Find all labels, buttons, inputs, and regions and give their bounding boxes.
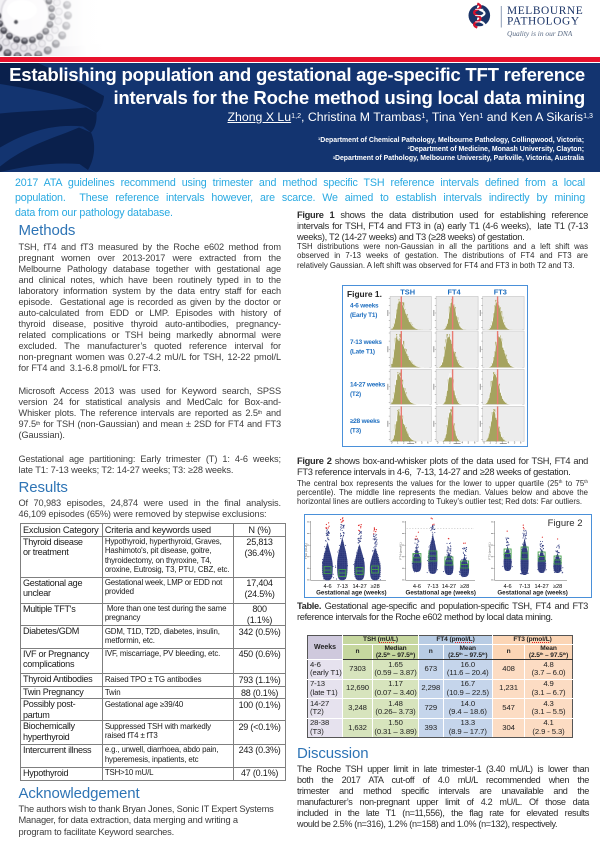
svg-text:5: 5 <box>513 441 515 444</box>
svg-text:PATHOLOGY: PATHOLOGY <box>507 16 580 28</box>
svg-text:6: 6 <box>427 441 429 444</box>
svg-text:6: 6 <box>519 441 521 444</box>
svg-text:TSH (mU/L): TSH (mU/L) <box>305 543 308 559</box>
svg-text:2: 2 <box>495 441 497 444</box>
svg-text:0: 0 <box>483 441 485 444</box>
svg-text:14-27 weeks: 14-27 weeks <box>350 382 386 389</box>
svg-text:4: 4 <box>507 441 509 444</box>
svg-text:0: 0 <box>390 441 392 444</box>
svg-text:FT3: FT3 <box>493 288 506 297</box>
svg-text:1: 1 <box>443 441 445 444</box>
svg-text:3: 3 <box>455 441 457 444</box>
svg-text:14-27: 14-27 <box>352 584 366 590</box>
svg-text:5: 5 <box>467 441 469 444</box>
svg-text:14-27: 14-27 <box>442 584 456 590</box>
svg-text:≥28 weeks: ≥28 weeks <box>350 418 380 425</box>
svg-text:2: 2 <box>449 441 451 444</box>
svg-text:(Late T1): (Late T1) <box>350 349 375 356</box>
svg-text:4-6: 4-6 <box>413 584 421 590</box>
svg-text:1: 1 <box>489 441 491 444</box>
svg-text:3: 3 <box>408 441 410 444</box>
svg-text:FT4: FT4 <box>447 288 461 297</box>
svg-text:7-13 weeks: 7-13 weeks <box>350 339 382 346</box>
svg-text:FT3 (pmol/L): FT3 (pmol/L) <box>487 542 491 559</box>
svg-text:Gestational age (weeks): Gestational age (weeks) <box>316 590 387 597</box>
svg-text:4-6: 4-6 <box>504 584 512 590</box>
svg-text:6: 6 <box>473 441 475 444</box>
svg-text:Gestational age (weeks): Gestational age (weeks) <box>406 590 477 597</box>
svg-text:TSH: TSH <box>400 288 415 297</box>
svg-text:0: 0 <box>436 441 438 444</box>
svg-text:4: 4 <box>414 441 416 444</box>
svg-text:MELBOURNE: MELBOURNE <box>507 5 583 17</box>
svg-text:1: 1 <box>396 441 398 444</box>
svg-text:(T3): (T3) <box>350 428 361 435</box>
svg-text:2: 2 <box>402 441 404 444</box>
svg-text:FT4 (pmol/L): FT4 (pmol/L) <box>398 542 402 559</box>
svg-text:≥28: ≥28 <box>460 584 469 590</box>
svg-text:4: 4 <box>461 441 463 444</box>
svg-text:7-13: 7-13 <box>427 584 438 590</box>
svg-text:≥28: ≥28 <box>370 584 379 590</box>
svg-text:4-6: 4-6 <box>324 584 332 590</box>
svg-text:7-13: 7-13 <box>519 584 530 590</box>
svg-text:Quality is in our DNA: Quality is in our DNA <box>507 29 573 38</box>
svg-text:≥28: ≥28 <box>553 584 562 590</box>
svg-text:(Early T1): (Early T1) <box>350 312 377 319</box>
svg-text:(T2): (T2) <box>350 391 361 398</box>
svg-text:7-13: 7-13 <box>337 584 348 590</box>
svg-text:14-27: 14-27 <box>534 584 548 590</box>
svg-text:Figure 1.: Figure 1. <box>347 289 382 299</box>
svg-text:5: 5 <box>421 441 423 444</box>
svg-text:4-6 weeks: 4-6 weeks <box>350 303 379 310</box>
svg-text:Gestational age (weeks): Gestational age (weeks) <box>497 590 567 597</box>
svg-text:3: 3 <box>501 441 503 444</box>
